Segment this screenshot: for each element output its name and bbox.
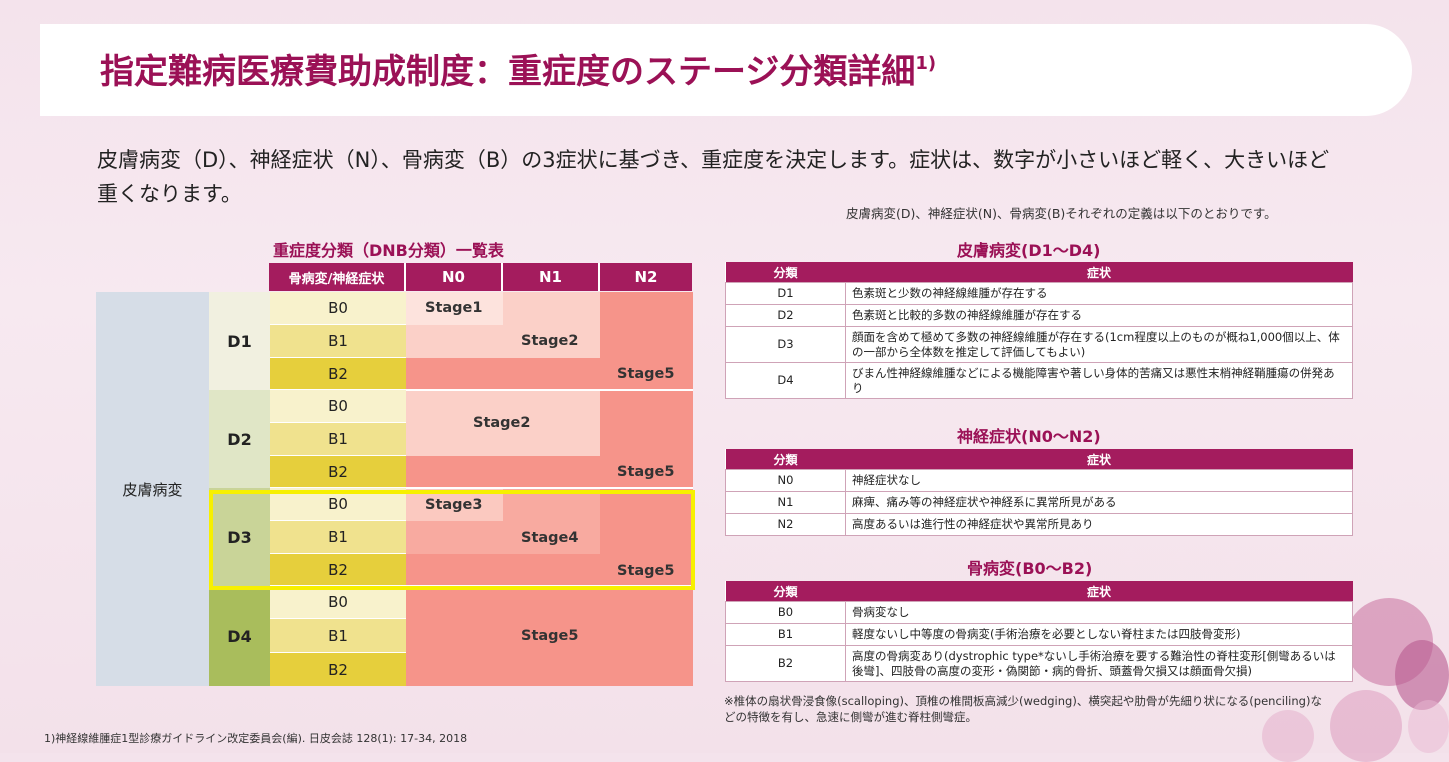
row-code: N1 bbox=[725, 491, 846, 514]
col-classification: 分類 bbox=[725, 262, 846, 283]
bone-table-title: 骨病変(B0～B2) bbox=[967, 559, 1093, 578]
row-text: 高度の骨病変あり(dystrophic type*ないし手術治療を要する難治性の… bbox=[845, 645, 1353, 682]
row-text: 高度あるいは進行性の神経症状や異常所見あり bbox=[845, 513, 1353, 536]
d2-b1: B1 bbox=[270, 423, 406, 456]
stage-label-d3-stage4: Stage4 bbox=[521, 530, 579, 546]
row-text: 軽度ないし中等度の骨病変(手術治療を必要としない脊柱または四肢骨変形) bbox=[845, 623, 1353, 646]
row-text: 麻痺、痛み等の神経症状や神経系に異常所見がある bbox=[845, 491, 1353, 514]
stage-label-d2-stage2: Stage2 bbox=[473, 415, 531, 431]
footnote-asterisk: ※椎体の扇状骨浸食像(scalloping)、頂椎の椎間板高減少(wedging… bbox=[724, 694, 1322, 724]
row-text: 骨病変なし bbox=[845, 601, 1353, 624]
header-n0: N0 bbox=[406, 263, 503, 291]
nerve-table-title: 神経症状(N0～N2) bbox=[957, 427, 1101, 446]
table-row: B2 高度の骨病変あり(dystrophic type*ないし手術治療を要する難治… bbox=[725, 645, 1353, 682]
reference-footer: 1)神経線維腫症1型診療ガイドライン改定委員会(編). 日皮会誌 128(1):… bbox=[44, 732, 468, 745]
title-bar bbox=[40, 24, 1412, 116]
definition-caption: 皮膚病変(D)、神経症状(N)、骨病変(B)それぞれの定義は以下のとおりです。 bbox=[846, 206, 1277, 221]
header-n1: N1 bbox=[503, 263, 600, 291]
stage-label-d2-stage5: Stage5 bbox=[617, 464, 675, 480]
bone-definition-table: 分類 症状 B0 骨病変なし B1 軽度ないし中等度の骨病変(手術治療を必要としない… bbox=[725, 581, 1353, 682]
row-text: 色素斑と少数の神経線維腫が存在する bbox=[845, 282, 1353, 305]
row-code: N2 bbox=[725, 513, 846, 536]
row-code: B2 bbox=[725, 645, 846, 682]
header-n2: N2 bbox=[600, 263, 692, 291]
table-row: B0 骨病変なし bbox=[725, 601, 1353, 624]
table-row: N0 神経症状なし bbox=[725, 469, 1353, 492]
dnb-table-title: 重症度分類（DNB分類）一覧表 bbox=[273, 241, 504, 260]
table-row: N1 麻痺、痛み等の神経症状や神経系に異常所見がある bbox=[725, 491, 1353, 514]
stage2-region-d2 bbox=[406, 390, 600, 456]
intro-text: 皮膚病変（D）、神経症状（N）、骨病変（B）の3症状に基づき、重症度を決定します… bbox=[97, 148, 1330, 206]
title-reference: 1) bbox=[915, 53, 937, 74]
stage-label-d3-stage5: Stage5 bbox=[617, 563, 675, 579]
stage-label-d4-stage5: Stage5 bbox=[521, 628, 579, 644]
row-text: 神経症状なし bbox=[845, 469, 1353, 492]
row-code: B0 bbox=[725, 601, 846, 624]
skin-lesion-group-label: 皮膚病変 bbox=[96, 292, 209, 686]
stage-label-d3-stage3: Stage3 bbox=[425, 497, 483, 513]
row-code: N0 bbox=[725, 469, 846, 492]
row-code: D2 bbox=[725, 304, 846, 327]
d2-b2: B2 bbox=[270, 456, 406, 488]
table-row: D4 びまん性神経線維腫などによる機能障害や著しい身体的苦痛又は悪性末梢神経鞘腫瘍… bbox=[725, 362, 1353, 399]
d1-label: D1 bbox=[209, 292, 270, 390]
table-row: D1 色素斑と少数の神経線維腫が存在する bbox=[725, 282, 1353, 305]
stage-grid bbox=[406, 292, 693, 686]
row-code: D3 bbox=[725, 326, 846, 363]
table-row: N2 高度あるいは進行性の神経症状や異常所見あり bbox=[725, 513, 1353, 536]
decorative-circle bbox=[1408, 700, 1449, 753]
d3-highlight-box bbox=[209, 490, 695, 590]
d4-b2: B2 bbox=[270, 653, 406, 686]
stage-label-d1-stage2: Stage2 bbox=[521, 333, 579, 349]
d2-b0: B0 bbox=[270, 390, 406, 423]
decorative-circle bbox=[1330, 690, 1402, 762]
d1-b0: B0 bbox=[270, 292, 406, 325]
skin-definition-table: 分類 症状 D1 色素斑と少数の神経線維腫が存在する D2 色素斑と比較的多数の神経… bbox=[725, 262, 1353, 399]
stage5-region-d4 bbox=[406, 586, 693, 686]
stage1-region bbox=[406, 292, 503, 325]
nerve-table-header: 分類 症状 bbox=[725, 449, 1353, 470]
header-bone-nerve: 骨病変/神経症状 bbox=[269, 263, 406, 291]
d2-label: D2 bbox=[209, 390, 270, 488]
stage-label-d1-stage1: Stage1 bbox=[425, 300, 483, 316]
table-row: D2 色素斑と比較的多数の神経線維腫が存在する bbox=[725, 304, 1353, 327]
bone-table-header: 分類 症状 bbox=[725, 581, 1353, 602]
page-title: 指定難病医療費助成制度：重症度のステージ分類詳細1) bbox=[100, 52, 937, 92]
row-code: D4 bbox=[725, 362, 846, 399]
skin-table-title: 皮膚病変(D1～D4) bbox=[957, 241, 1101, 260]
col-symptom: 症状 bbox=[845, 262, 1353, 283]
nerve-definition-table: 分類 症状 N0 神経症状なし N1 麻痺、痛み等の神経症状や神経系に異常所見がある… bbox=[725, 449, 1353, 536]
d1-b1: B1 bbox=[270, 325, 406, 358]
row-code: B1 bbox=[725, 623, 846, 646]
col-symptom: 症状 bbox=[845, 449, 1353, 470]
row-text: 顔面を含めて極めて多数の神経線維腫が存在する(1cm程度以上のものが概ね1,00… bbox=[845, 326, 1353, 363]
col-symptom: 症状 bbox=[845, 581, 1353, 602]
table-row: B1 軽度ないし中等度の骨病変(手術治療を必要としない脊柱または四肢骨変形) bbox=[725, 623, 1353, 646]
col-classification: 分類 bbox=[725, 449, 846, 470]
d3-label: D3 bbox=[209, 488, 270, 586]
stage-label-d1-stage5: Stage5 bbox=[617, 366, 675, 382]
row-text: びまん性神経線維腫などによる機能障害や著しい身体的苦痛又は悪性末梢神経鞘腫瘍の併… bbox=[845, 362, 1353, 399]
col-classification: 分類 bbox=[725, 581, 846, 602]
d4-label: D4 bbox=[209, 586, 270, 686]
d1-b2: B2 bbox=[270, 358, 406, 390]
table-row: D3 顔面を含めて極めて多数の神経線維腫が存在する(1cm程度以上のものが概ね1,… bbox=[725, 326, 1353, 363]
d4-b1: B1 bbox=[270, 619, 406, 653]
row-code: D1 bbox=[725, 282, 846, 305]
row-text: 色素斑と比較的多数の神経線維腫が存在する bbox=[845, 304, 1353, 327]
d4-b0: B0 bbox=[270, 586, 406, 619]
decorative-circle bbox=[1395, 640, 1449, 710]
skin-table-header: 分類 症状 bbox=[725, 262, 1353, 283]
d3-b2: B2 bbox=[270, 554, 406, 586]
d3-b1: B1 bbox=[270, 521, 406, 554]
